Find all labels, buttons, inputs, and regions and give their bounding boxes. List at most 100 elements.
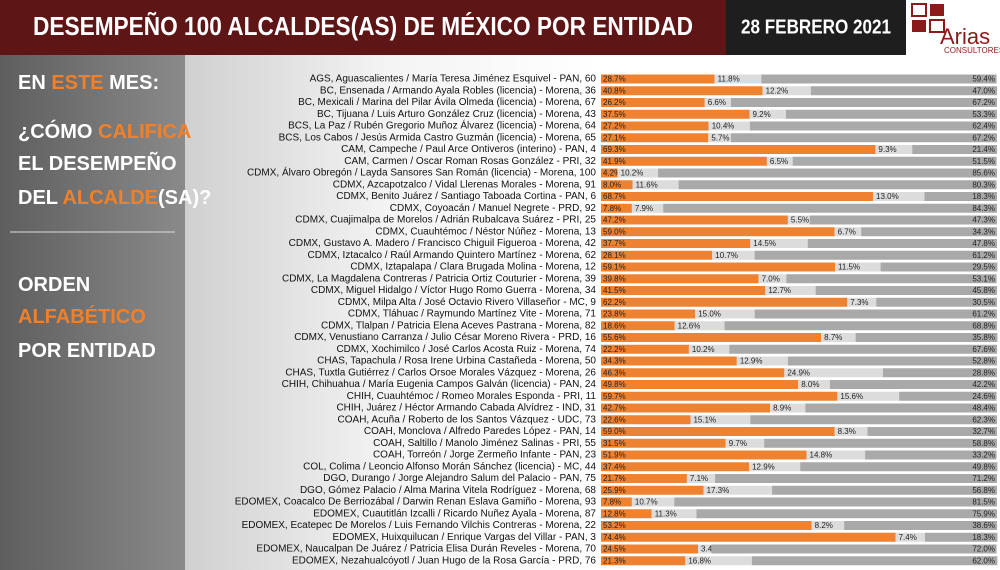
bar-segment bbox=[708, 121, 750, 131]
value-label: 25.9% bbox=[603, 486, 626, 495]
row-label: BC, Mexicali / Marina del Pilar Ávila Ol… bbox=[298, 95, 596, 108]
value-label: 28.1% bbox=[603, 251, 626, 260]
bar-segment bbox=[601, 380, 799, 389]
value-label: 30.5% bbox=[972, 298, 995, 307]
bar-segment bbox=[724, 321, 997, 331]
value-label: 12.7% bbox=[768, 286, 791, 295]
bar-segment bbox=[899, 391, 997, 401]
value-label: 21.3% bbox=[603, 556, 626, 565]
row-label: EDOMEX, Naucalpan De Juárez / Patricia E… bbox=[256, 544, 596, 555]
bar-segment bbox=[601, 521, 812, 530]
bar-segment bbox=[880, 262, 998, 272]
bar-segment bbox=[761, 74, 997, 84]
side-word: POR ENTIDAD bbox=[18, 340, 156, 362]
value-label: 8.2% bbox=[815, 521, 833, 530]
side-word: EL DESEMPEÑO bbox=[18, 152, 177, 175]
bar-segment bbox=[762, 86, 811, 96]
bar-segment bbox=[601, 180, 633, 190]
bar-segment bbox=[601, 86, 763, 96]
bar-segment bbox=[601, 556, 686, 566]
bar-segment bbox=[730, 133, 997, 143]
value-label: 23.8% bbox=[603, 310, 626, 319]
row-label: CDMX, Azcapotzalco / Vidal Llerenas Mora… bbox=[333, 179, 597, 190]
value-label: 27.1% bbox=[603, 133, 626, 142]
bar-segment bbox=[810, 86, 997, 96]
bar-segment bbox=[617, 168, 659, 178]
value-label: 53.3% bbox=[972, 110, 995, 119]
value-label: 12.9% bbox=[752, 462, 775, 471]
value-label: 12.2% bbox=[766, 86, 789, 95]
bar-segment bbox=[855, 333, 998, 342]
value-label: 27.2% bbox=[603, 122, 626, 131]
bar-segment bbox=[766, 156, 793, 166]
logo-sub: CONSULTORES bbox=[944, 46, 1000, 55]
value-label: 5.7% bbox=[711, 133, 729, 142]
value-label: 67.6% bbox=[972, 345, 995, 354]
row-label: EDOMEX, Nezahualcóyotl / Juan Hugo de la… bbox=[292, 555, 596, 566]
value-label: 16.8% bbox=[688, 556, 711, 565]
value-label: 34.3% bbox=[603, 357, 626, 366]
bar-segment bbox=[785, 109, 997, 119]
value-label: 24.9% bbox=[787, 368, 810, 377]
bar-segment bbox=[601, 109, 750, 119]
value-label: 11.5% bbox=[838, 263, 860, 272]
value-label: 28.8% bbox=[972, 368, 995, 377]
row-label: CDMX, Venustiano Carranza / Julio César … bbox=[294, 332, 596, 343]
value-label: 21.7% bbox=[603, 474, 626, 483]
side-line: POR ENTIDAD bbox=[18, 340, 156, 362]
bar-segment bbox=[715, 474, 997, 483]
value-label: 84.3% bbox=[972, 204, 995, 213]
side-word: ALCALDE bbox=[62, 187, 158, 209]
value-label: 6.5% bbox=[770, 157, 788, 166]
bar-segment bbox=[873, 192, 925, 201]
row-label: CAM, Campeche / Paul Arce Ontiveros (int… bbox=[341, 144, 596, 155]
row-label: CDMX, Miguel Hidalgo / Víctor Hugo Romo … bbox=[311, 285, 597, 296]
bar-segment bbox=[601, 462, 750, 472]
value-label: 71.2% bbox=[972, 474, 995, 483]
bar-segment bbox=[601, 156, 767, 166]
value-label: 22.2% bbox=[603, 345, 626, 354]
value-label: 61.2% bbox=[972, 251, 995, 260]
value-label: 18.6% bbox=[603, 321, 626, 330]
bar-segment bbox=[815, 286, 997, 295]
value-label: 37.4% bbox=[603, 462, 626, 471]
value-label: 52.8% bbox=[972, 357, 995, 366]
value-label: 45.8% bbox=[972, 286, 995, 295]
bar-segment bbox=[750, 415, 997, 425]
header-bar bbox=[0, 0, 726, 55]
bar-segment bbox=[729, 344, 997, 354]
value-label: 11.3% bbox=[655, 509, 677, 518]
value-label: 7.0% bbox=[762, 274, 780, 283]
value-label: 10.2% bbox=[621, 169, 644, 178]
row-label: EDOMEX, Coacalco De Berriozábal / Darwin… bbox=[235, 497, 597, 508]
bar-segment bbox=[601, 121, 709, 131]
value-label: 3.4% bbox=[701, 545, 719, 554]
bar-segment bbox=[770, 403, 806, 413]
value-label: 26.2% bbox=[603, 98, 626, 107]
value-label: 17.3% bbox=[707, 486, 730, 495]
value-label: 68.8% bbox=[972, 321, 995, 330]
bar-segment bbox=[754, 309, 997, 319]
bar-segment bbox=[601, 438, 726, 448]
side-word: ¿CÓMO bbox=[18, 119, 98, 143]
value-label: 9.2% bbox=[753, 110, 771, 119]
bar-segment bbox=[861, 227, 997, 237]
value-label: 47.0% bbox=[972, 86, 995, 95]
bar-segment bbox=[678, 180, 997, 190]
bar-segment bbox=[601, 415, 691, 425]
bar-segment bbox=[601, 215, 788, 225]
date-box bbox=[726, 0, 906, 55]
bar-segment bbox=[821, 333, 856, 342]
bar-segment bbox=[844, 521, 997, 530]
bar-segment bbox=[834, 427, 868, 436]
bar-segment bbox=[601, 344, 689, 354]
row-label: CHIH, Juárez / Héctor Armando Cabada Alv… bbox=[336, 403, 596, 414]
row-label: CDMX, Milpa Alta / José Octavio Rivero V… bbox=[338, 297, 597, 308]
row-label: CDMX, La Magdalena Contreras / Patricia … bbox=[282, 273, 596, 284]
row-label: CDMX, Xochimilco / José Carlos Acosta Ru… bbox=[336, 344, 596, 355]
value-label: 15.1% bbox=[693, 415, 716, 424]
value-label: 85.6% bbox=[972, 169, 995, 178]
value-label: 59.4% bbox=[972, 75, 995, 84]
value-label: 24.6% bbox=[972, 392, 995, 401]
